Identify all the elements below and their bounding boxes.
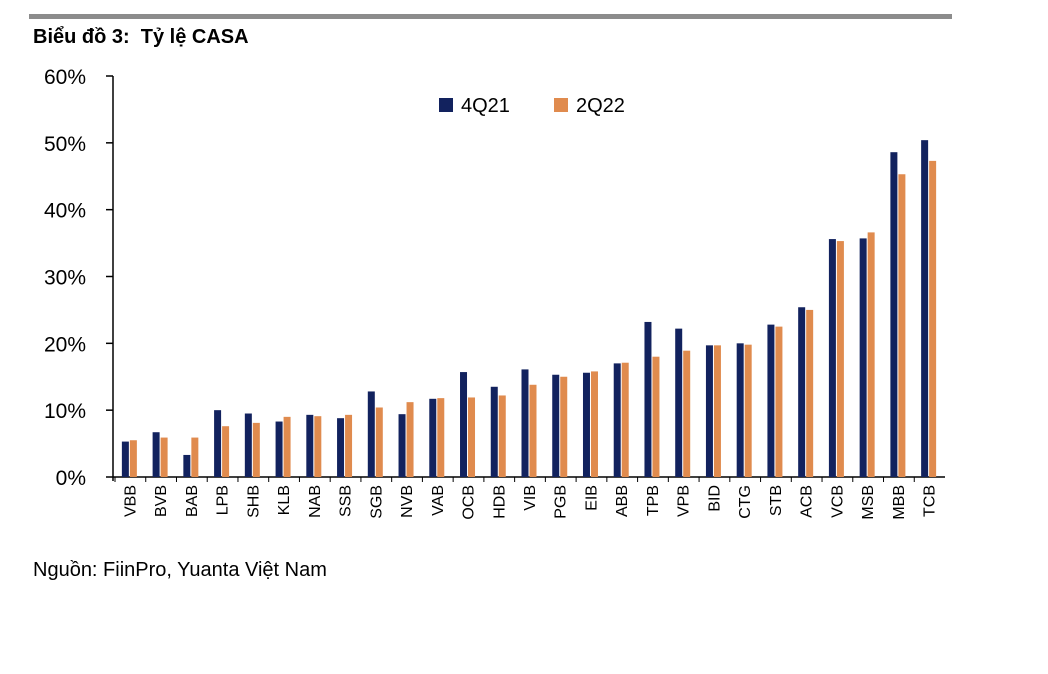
bar-2q22-shb (252, 422, 260, 477)
bar-2q22-pgb (560, 376, 568, 477)
bar-4q21-bab (183, 454, 191, 477)
x-tick-label: NVB (399, 485, 416, 518)
x-tick-label: VIB (522, 485, 539, 511)
x-tick-label: EIB (583, 485, 600, 511)
top-rule (29, 14, 952, 19)
y-tick-label: 30% (44, 267, 86, 290)
y-tick-label: 40% (44, 200, 86, 223)
bar-2q22-vpb (683, 350, 691, 477)
bar-4q21-nvb (398, 414, 406, 477)
x-tick-label: CTG (737, 485, 754, 519)
bar-2q22-klb (283, 416, 291, 477)
bar-4q21-vab (429, 398, 437, 477)
bar-2q22-ocb (468, 397, 476, 477)
x-tick-label: VPB (676, 485, 693, 517)
x-tick-label: ACB (799, 485, 816, 518)
bar-2q22-sgb (375, 407, 383, 477)
bar-2q22-nvb (406, 402, 414, 477)
bar-4q21-acb (798, 307, 806, 477)
bar-2q22-hdb (498, 395, 506, 477)
legend-label-4q21: 4Q21 (461, 95, 510, 117)
bar-2q22-bid (713, 345, 721, 477)
bar-4q21-pgb (552, 374, 560, 477)
bar-4q21-tcb (921, 140, 929, 477)
y-tick-label: 60% (44, 66, 86, 89)
x-tick-label: SHB (245, 485, 262, 518)
x-tick-label: NAB (307, 485, 324, 518)
bar-4q21-bvb (152, 432, 160, 477)
x-tick-label: SGB (368, 485, 385, 519)
bar-2q22-bab (191, 437, 199, 477)
bar-2q22-vab (437, 398, 445, 477)
y-tick-label: 0% (56, 467, 86, 490)
bar-4q21-tpb (644, 321, 652, 477)
bar-2q22-ctg (744, 344, 752, 477)
x-tick-label: SSB (338, 485, 355, 517)
bar-4q21-stb (767, 324, 775, 477)
bar-4q21-eib (582, 372, 590, 477)
bar-2q22-abb (621, 362, 629, 477)
bar-4q21-vbb (121, 441, 129, 477)
legend-swatch-4q21 (439, 98, 453, 112)
bar-4q21-nab (306, 414, 314, 477)
x-tick-label: KLB (276, 485, 293, 515)
x-tick-label: MSB (860, 485, 877, 520)
bar-2q22-tcb (929, 160, 937, 477)
x-tick-label: ABB (614, 485, 631, 517)
bar-2q22-eib (590, 371, 598, 477)
bar-4q21-ocb (460, 372, 468, 477)
chart-title: Biểu đồ 3: Tỷ lệ CASA (33, 26, 249, 48)
bar-4q21-mbb (890, 152, 898, 477)
x-tick-label: BID (706, 485, 723, 512)
legend-swatch-2q22 (554, 98, 568, 112)
bar-4q21-abb (613, 363, 621, 477)
x-tick-label: VAB (430, 485, 447, 516)
bar-4q21-bid (705, 345, 713, 477)
y-tick-label: 50% (44, 133, 86, 156)
bar-4q21-ssb (337, 418, 345, 477)
bar-4q21-lpb (214, 410, 222, 477)
bar-2q22-tpb (652, 356, 660, 477)
x-tick-label: PGB (553, 485, 570, 519)
bar-4q21-shb (244, 413, 252, 477)
bar-2q22-msb (867, 232, 875, 477)
bar-2q22-bvb (160, 437, 168, 477)
x-tick-label: BAB (184, 485, 201, 517)
bar-4q21-vcb (828, 239, 836, 477)
bar-2q22-vbb (129, 440, 137, 477)
legend-label-2q22: 2Q22 (576, 95, 625, 117)
y-tick-label: 10% (44, 400, 86, 423)
x-tick-label: HDB (491, 485, 508, 519)
y-tick-label: 20% (44, 333, 86, 356)
bar-4q21-sgb (367, 391, 375, 477)
bar-2q22-nab (314, 416, 322, 477)
x-tick-label: VBB (122, 485, 139, 517)
bar-2q22-stb (775, 326, 783, 477)
bar-4q21-klb (275, 421, 283, 477)
bar-4q21-vib (521, 369, 529, 477)
bar-4q21-ctg (736, 343, 744, 477)
bar-2q22-acb (806, 309, 814, 477)
bar-2q22-ssb (345, 414, 353, 477)
x-tick-label: BVB (153, 485, 170, 517)
x-tick-label: STB (768, 485, 785, 516)
x-tick-label: LPB (215, 485, 232, 515)
bar-4q21-vpb (675, 328, 683, 477)
source-note: Nguồn: FiinPro, Yuanta Việt Nam (33, 559, 327, 581)
bar-4q21-hdb (490, 386, 498, 477)
x-tick-label: VCB (829, 485, 846, 518)
bar-2q22-mbb (898, 174, 906, 477)
x-tick-label: TPB (645, 485, 662, 516)
bar-2q22-vib (529, 384, 537, 477)
bar-2q22-lpb (222, 426, 230, 477)
x-tick-label: MBB (891, 485, 908, 520)
x-tick-label: TCB (922, 485, 939, 517)
bar-4q21-msb (859, 238, 867, 477)
bar-2q22-vcb (836, 241, 844, 477)
x-tick-label: OCB (461, 485, 478, 520)
